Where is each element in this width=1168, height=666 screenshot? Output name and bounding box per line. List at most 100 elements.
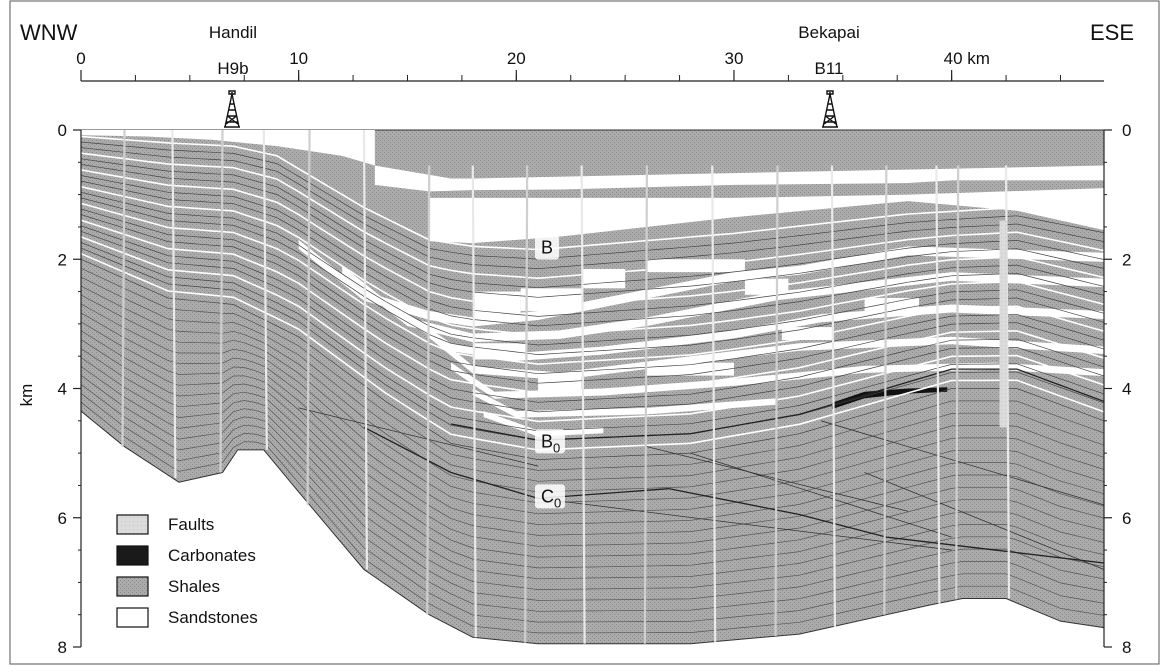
dipping-reflector: [298, 407, 539, 467]
direction-right: ESE: [1090, 20, 1134, 45]
depth-tick-label: 4: [1122, 380, 1131, 399]
horizon-label-bg: [534, 484, 565, 509]
fault-zone: [999, 220, 1008, 428]
depth-tick-label: 0: [1122, 121, 1131, 140]
sandstone-band: [483, 411, 604, 437]
carbonate-lens: [831, 387, 948, 410]
fault-line: [219, 129, 224, 473]
deep-horizon-line: [80, 393, 1105, 623]
depth-tick-label: 2: [58, 250, 67, 269]
depth-tick-label: 4: [58, 380, 67, 399]
sandstone-top: [374, 165, 1104, 192]
fault-line: [171, 129, 177, 478]
derrick-icon: [224, 90, 240, 128]
deep-horizon-line: [80, 285, 1105, 493]
horizon-line: [80, 236, 1105, 423]
depth-tick-label: 8: [1122, 638, 1131, 657]
depth-tick-label: 2: [1122, 250, 1131, 269]
fault-line: [830, 165, 837, 627]
depth-tick-label: 0: [58, 121, 67, 140]
distance-tick-label: 10: [289, 49, 308, 68]
legend-swatch-sandstones: [116, 607, 149, 628]
well-field-bekapai: Bekapai: [798, 23, 859, 42]
fault-line: [121, 129, 126, 447]
sandstone-band: [342, 265, 1104, 343]
horizon-line: [80, 164, 1105, 298]
legend-label-shales: Shales: [168, 577, 220, 596]
sandstone-band: [298, 239, 1105, 327]
deep-horizon-line: [80, 321, 1105, 536]
deep-horizon-line: [80, 401, 1105, 634]
horizon-line: [80, 252, 1105, 451]
sandstone-band: [472, 388, 778, 418]
horizon-line: [80, 208, 1105, 375]
fault-line: [580, 165, 586, 644]
horizon-c0-line: [363, 426, 1105, 564]
well-field-handil: Handil: [209, 23, 257, 42]
sandstone-thick: [429, 188, 1104, 244]
legend-swatch-carbonates: [116, 545, 149, 566]
horizon-line: [80, 175, 1105, 317]
distance-axis: 0 10 20 30 40 km: [76, 49, 1104, 82]
distance-tick-label: 40 km: [944, 49, 990, 68]
fault-line: [883, 165, 888, 615]
fault-line: [774, 165, 779, 637]
sandstone-patch: [520, 288, 582, 311]
fault-line: [711, 165, 717, 642]
sandstone-patch: [472, 291, 521, 321]
distance-tick-label: 30: [725, 49, 744, 68]
deep-horizon-line: [80, 294, 1105, 504]
horizon-line: [80, 225, 1105, 403]
deep-horizon-line: [80, 375, 1105, 601]
dipping-reflector: [538, 497, 952, 551]
sandstone-top-left: [81, 130, 375, 166]
well-name-b11: B11: [815, 59, 844, 78]
depth-tick-label: 6: [1122, 509, 1131, 528]
legend: Faults Carbonates Shales Sandstones: [116, 514, 258, 628]
fault-line: [262, 129, 268, 450]
fault-line: [955, 165, 960, 600]
horizon-label: B: [541, 238, 553, 258]
fault-line: [524, 165, 529, 643]
dipping-reflector: [690, 452, 952, 538]
fault-line: [362, 129, 369, 570]
horizon-label-bg: [534, 429, 565, 454]
fault-line: [643, 165, 649, 644]
deep-horizon-line: [80, 312, 1105, 525]
horizon-line: [80, 242, 1105, 432]
deep-horizon-line: [80, 330, 1105, 547]
sandstone-patch: [864, 298, 919, 311]
dipping-reflector: [864, 472, 1105, 570]
fault-line: [306, 129, 311, 505]
horizon-line: [80, 230, 1105, 413]
horizon-line: [80, 152, 1105, 280]
deep-horizon-line: [80, 357, 1105, 580]
legend-swatch-shales: [116, 576, 149, 597]
fault-line: [471, 165, 477, 638]
sandstone-band: [429, 330, 1104, 380]
horizon-line: [80, 158, 1105, 289]
deep-horizon-line: [80, 339, 1105, 558]
horizon-line: [80, 219, 1105, 394]
depth-tick-label: 8: [58, 638, 67, 657]
horizon-line: [80, 258, 1105, 460]
fault-line: [935, 165, 941, 604]
horizon-line: [80, 141, 1105, 260]
direction-left: WNW: [20, 20, 78, 45]
horizon-label-bg: [534, 235, 559, 260]
depth-axis-title: km: [17, 384, 36, 407]
horizon-line: [80, 185, 1105, 337]
deep-horizon-line: [80, 348, 1105, 569]
fault-line: [426, 165, 431, 615]
horizon-line: [80, 180, 1105, 327]
legend-label-sandstones: Sandstones: [168, 608, 258, 627]
depth-tick-label: 6: [58, 509, 67, 528]
horizon-line: [80, 214, 1105, 384]
depth-axes: 0 2 4 6 8 0 2 4 6 8: [58, 121, 1132, 657]
deep-horizon-line: [80, 384, 1105, 612]
dipping-reflector: [646, 446, 909, 512]
stratigraphic-lines: [80, 135, 1105, 634]
horizon-line: [80, 197, 1105, 355]
